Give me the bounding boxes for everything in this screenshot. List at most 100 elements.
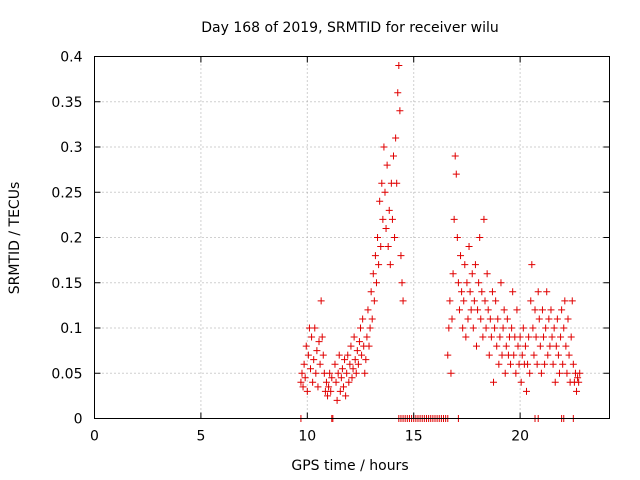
y-tick-label: 0 [74, 412, 83, 428]
data-point [327, 387, 335, 395]
data-point [448, 315, 456, 323]
data-point [547, 306, 555, 314]
data-point [446, 297, 454, 305]
data-point [558, 306, 566, 314]
data-point [370, 297, 378, 305]
data-point [467, 306, 475, 314]
data-point [375, 261, 383, 269]
data-point [346, 360, 354, 368]
data-point [372, 279, 380, 287]
chart-title: Day 168 of 2019, SRMTID for receiver wil… [201, 20, 499, 36]
data-point [567, 333, 575, 341]
data-point [492, 297, 500, 305]
data-point [531, 306, 539, 314]
data-point [352, 369, 360, 377]
data-point [450, 215, 458, 223]
data-point [465, 243, 473, 251]
data-point [500, 306, 508, 314]
data-point [532, 333, 540, 341]
data-point [559, 360, 567, 368]
data-point [334, 369, 342, 377]
y-tick-label: 0.05 [51, 366, 82, 382]
data-point [297, 378, 305, 386]
data-point [300, 360, 308, 368]
data-point [455, 306, 463, 314]
data-point [496, 333, 504, 341]
data-point [355, 338, 363, 346]
data-point [468, 270, 476, 278]
data-points [297, 62, 584, 422]
data-point [509, 288, 517, 296]
data-point [303, 387, 311, 395]
y-tick-label: 0.4 [60, 50, 82, 66]
data-point [524, 360, 532, 368]
data-point [389, 152, 397, 160]
x-axis-label: GPS time / hours [291, 458, 408, 474]
data-point [551, 378, 559, 386]
data-point [331, 360, 339, 368]
data-point [449, 270, 457, 278]
data-point [550, 324, 558, 332]
data-point [312, 369, 320, 377]
data-point [386, 261, 394, 269]
data-point [478, 288, 486, 296]
data-point [358, 351, 366, 359]
data-point [362, 356, 370, 364]
data-point [342, 392, 350, 400]
data-point [518, 351, 526, 359]
data-point [552, 342, 560, 350]
data-point [350, 333, 358, 341]
data-point [510, 351, 518, 359]
data-point [542, 324, 550, 332]
x-tick-label: 20 [511, 429, 529, 445]
data-point [568, 297, 576, 305]
data-point [359, 315, 367, 323]
data-point [453, 234, 461, 241]
data-point [534, 288, 542, 296]
data-point [555, 369, 563, 377]
data-point [490, 378, 498, 386]
data-point [502, 342, 510, 350]
data-point [457, 252, 465, 260]
data-point [381, 188, 389, 196]
data-point [497, 279, 505, 287]
data-point [316, 360, 324, 368]
data-point [508, 324, 516, 332]
data-point [354, 360, 362, 368]
data-point [333, 396, 341, 404]
data-point [393, 179, 401, 187]
data-point [476, 234, 484, 241]
data-point [325, 383, 333, 391]
data-point [576, 369, 584, 377]
data-point [347, 342, 355, 350]
data-point [469, 324, 477, 332]
data-point [338, 365, 346, 373]
data-point [397, 252, 405, 260]
data-point [480, 215, 488, 223]
data-point [353, 347, 361, 355]
data-point [388, 215, 396, 223]
data-point [459, 324, 467, 332]
data-point [544, 351, 552, 359]
data-point [575, 378, 583, 386]
y-tick-label: 0.2 [60, 231, 82, 247]
data-point [462, 333, 470, 341]
data-point [564, 315, 572, 323]
data-point [481, 297, 489, 305]
data-point [378, 179, 386, 187]
data-point [302, 342, 310, 350]
data-point [477, 315, 485, 323]
data-point [569, 360, 577, 368]
data-point [392, 134, 400, 142]
data-point [348, 374, 356, 382]
data-point [530, 351, 538, 359]
data-point [357, 324, 365, 332]
data-point [374, 234, 382, 241]
data-point [521, 342, 529, 350]
x-tick-label: 0 [90, 429, 99, 445]
data-point [541, 360, 549, 368]
data-point [394, 89, 402, 97]
data-point [361, 369, 369, 377]
data-point [365, 342, 373, 350]
